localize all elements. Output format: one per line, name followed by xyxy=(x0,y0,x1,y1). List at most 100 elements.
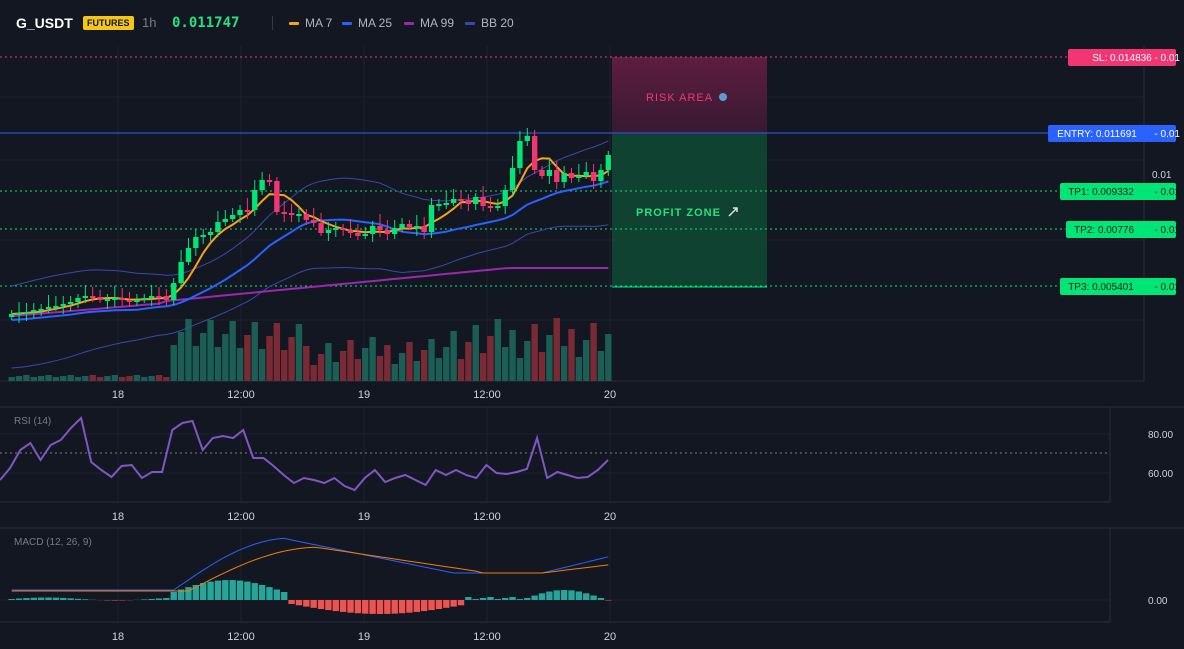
candle-body[interactable] xyxy=(539,170,545,176)
candle-body[interactable] xyxy=(163,296,170,300)
candle-body[interactable] xyxy=(583,172,589,176)
candle-body[interactable] xyxy=(75,298,81,302)
candle-body[interactable] xyxy=(23,312,30,314)
candle-body[interactable] xyxy=(487,206,494,208)
candle-body[interactable] xyxy=(311,220,317,223)
tp1-tag[interactable]: TP1: 0.009332 xyxy=(1060,183,1176,200)
candle-body[interactable] xyxy=(38,309,44,311)
candle-body[interactable] xyxy=(340,228,346,230)
candle-body[interactable] xyxy=(598,170,604,181)
candle-body[interactable] xyxy=(141,298,147,300)
risk-area-zone[interactable] xyxy=(612,57,767,134)
candle-body[interactable] xyxy=(458,199,464,201)
candle-body[interactable] xyxy=(355,233,361,236)
candle-body[interactable] xyxy=(60,304,66,306)
candle-body[interactable] xyxy=(119,298,125,300)
candle-body[interactable] xyxy=(568,173,575,178)
candle-body[interactable] xyxy=(590,172,597,181)
candle-body[interactable] xyxy=(509,168,516,190)
candle-body[interactable] xyxy=(112,298,118,300)
candle-body[interactable] xyxy=(436,204,442,206)
legend-ma7[interactable]: MA 7 xyxy=(289,15,332,31)
candle-body[interactable] xyxy=(244,210,251,212)
candle-body[interactable] xyxy=(465,200,472,204)
candle-body[interactable] xyxy=(9,314,15,317)
time-axis[interactable]: 18 12:00 19 12:00 20 18 12:00 19 12:00 20 18 12:00 1… xyxy=(112,389,616,643)
candle-body[interactable] xyxy=(546,170,553,176)
candle-body[interactable] xyxy=(554,170,560,182)
candle-body[interactable] xyxy=(281,212,287,214)
candle-body[interactable] xyxy=(134,300,140,302)
candle-body[interactable] xyxy=(67,302,74,304)
candle-body[interactable] xyxy=(178,262,184,283)
candle-body[interactable] xyxy=(53,306,59,308)
legend-ma25[interactable]: MA 25 xyxy=(342,15,392,31)
legend-bb20[interactable]: BB 20 xyxy=(465,15,514,31)
candle-body[interactable] xyxy=(414,226,420,228)
candle-body[interactable] xyxy=(259,180,265,190)
candle-body[interactable] xyxy=(126,300,133,302)
candle-body[interactable] xyxy=(303,214,309,220)
candle-body[interactable] xyxy=(274,181,280,212)
candle-body[interactable] xyxy=(473,197,479,204)
candle-body[interactable] xyxy=(347,230,354,233)
interval-selector[interactable]: 1h xyxy=(142,15,157,30)
candle-body[interactable] xyxy=(406,224,413,227)
candle-body[interactable] xyxy=(148,296,155,298)
candle-body[interactable] xyxy=(450,199,457,203)
candle-body[interactable] xyxy=(502,190,508,206)
candle-body[interactable] xyxy=(288,213,295,215)
candle-body[interactable] xyxy=(333,228,339,230)
candle-body[interactable] xyxy=(237,210,243,215)
candle-body[interactable] xyxy=(421,226,427,232)
candle-body[interactable] xyxy=(399,224,405,228)
candle-body[interactable] xyxy=(480,197,486,206)
candle-body[interactable] xyxy=(215,222,221,232)
candle-body[interactable] xyxy=(517,141,523,168)
candle-body[interactable] xyxy=(377,226,383,230)
legend-ma99[interactable]: MA 99 xyxy=(404,15,454,31)
candle-body[interactable] xyxy=(296,214,302,216)
candle-body[interactable] xyxy=(16,313,22,315)
symbol-name[interactable]: G_USDT xyxy=(16,15,73,31)
candle-body[interactable] xyxy=(428,205,435,232)
tp3-tag[interactable]: TP3: 0.005401 xyxy=(1060,278,1176,295)
candlestick-series[interactable] xyxy=(9,128,611,323)
candle-body[interactable] xyxy=(369,226,376,234)
profit-zone[interactable] xyxy=(612,134,767,287)
candle-body[interactable] xyxy=(325,230,332,233)
candle-body[interactable] xyxy=(392,228,398,234)
candle-body[interactable] xyxy=(171,283,177,300)
candle-body[interactable] xyxy=(104,299,111,301)
candle-body[interactable] xyxy=(443,203,449,205)
candle-body[interactable] xyxy=(193,237,199,248)
rsi-title[interactable]: RSI (14) xyxy=(14,416,51,427)
candle-body[interactable] xyxy=(362,234,368,236)
candle-body[interactable] xyxy=(576,176,582,178)
candle-body[interactable] xyxy=(156,296,162,298)
sl-tag[interactable]: SL: 0.014836 xyxy=(1068,49,1176,66)
candle-body[interactable] xyxy=(318,223,324,233)
candle-body[interactable] xyxy=(229,215,236,219)
candle-body[interactable] xyxy=(97,297,103,300)
candle-body[interactable] xyxy=(384,230,391,234)
candle-body[interactable] xyxy=(524,136,530,141)
candle-body[interactable] xyxy=(531,136,538,170)
candle-body[interactable] xyxy=(222,219,228,222)
candle-body[interactable] xyxy=(90,296,96,298)
macd-title[interactable]: MACD (12, 26, 9) xyxy=(14,537,92,548)
candle-body[interactable] xyxy=(495,206,501,208)
candle-body[interactable] xyxy=(185,248,192,262)
candle-body[interactable] xyxy=(605,155,611,170)
candle-body[interactable] xyxy=(266,180,273,182)
candle-body[interactable] xyxy=(45,307,52,309)
candle-body[interactable] xyxy=(561,173,567,182)
candle-body[interactable] xyxy=(207,232,214,235)
candle-body[interactable] xyxy=(82,296,89,298)
entry-tag[interactable]: ENTRY: 0.011691 xyxy=(1048,125,1176,142)
tp2-tag[interactable]: TP2: 0.00776 xyxy=(1066,221,1176,238)
candle-body[interactable] xyxy=(200,235,206,237)
candle-body[interactable] xyxy=(31,310,37,312)
candle-body[interactable] xyxy=(252,190,258,210)
